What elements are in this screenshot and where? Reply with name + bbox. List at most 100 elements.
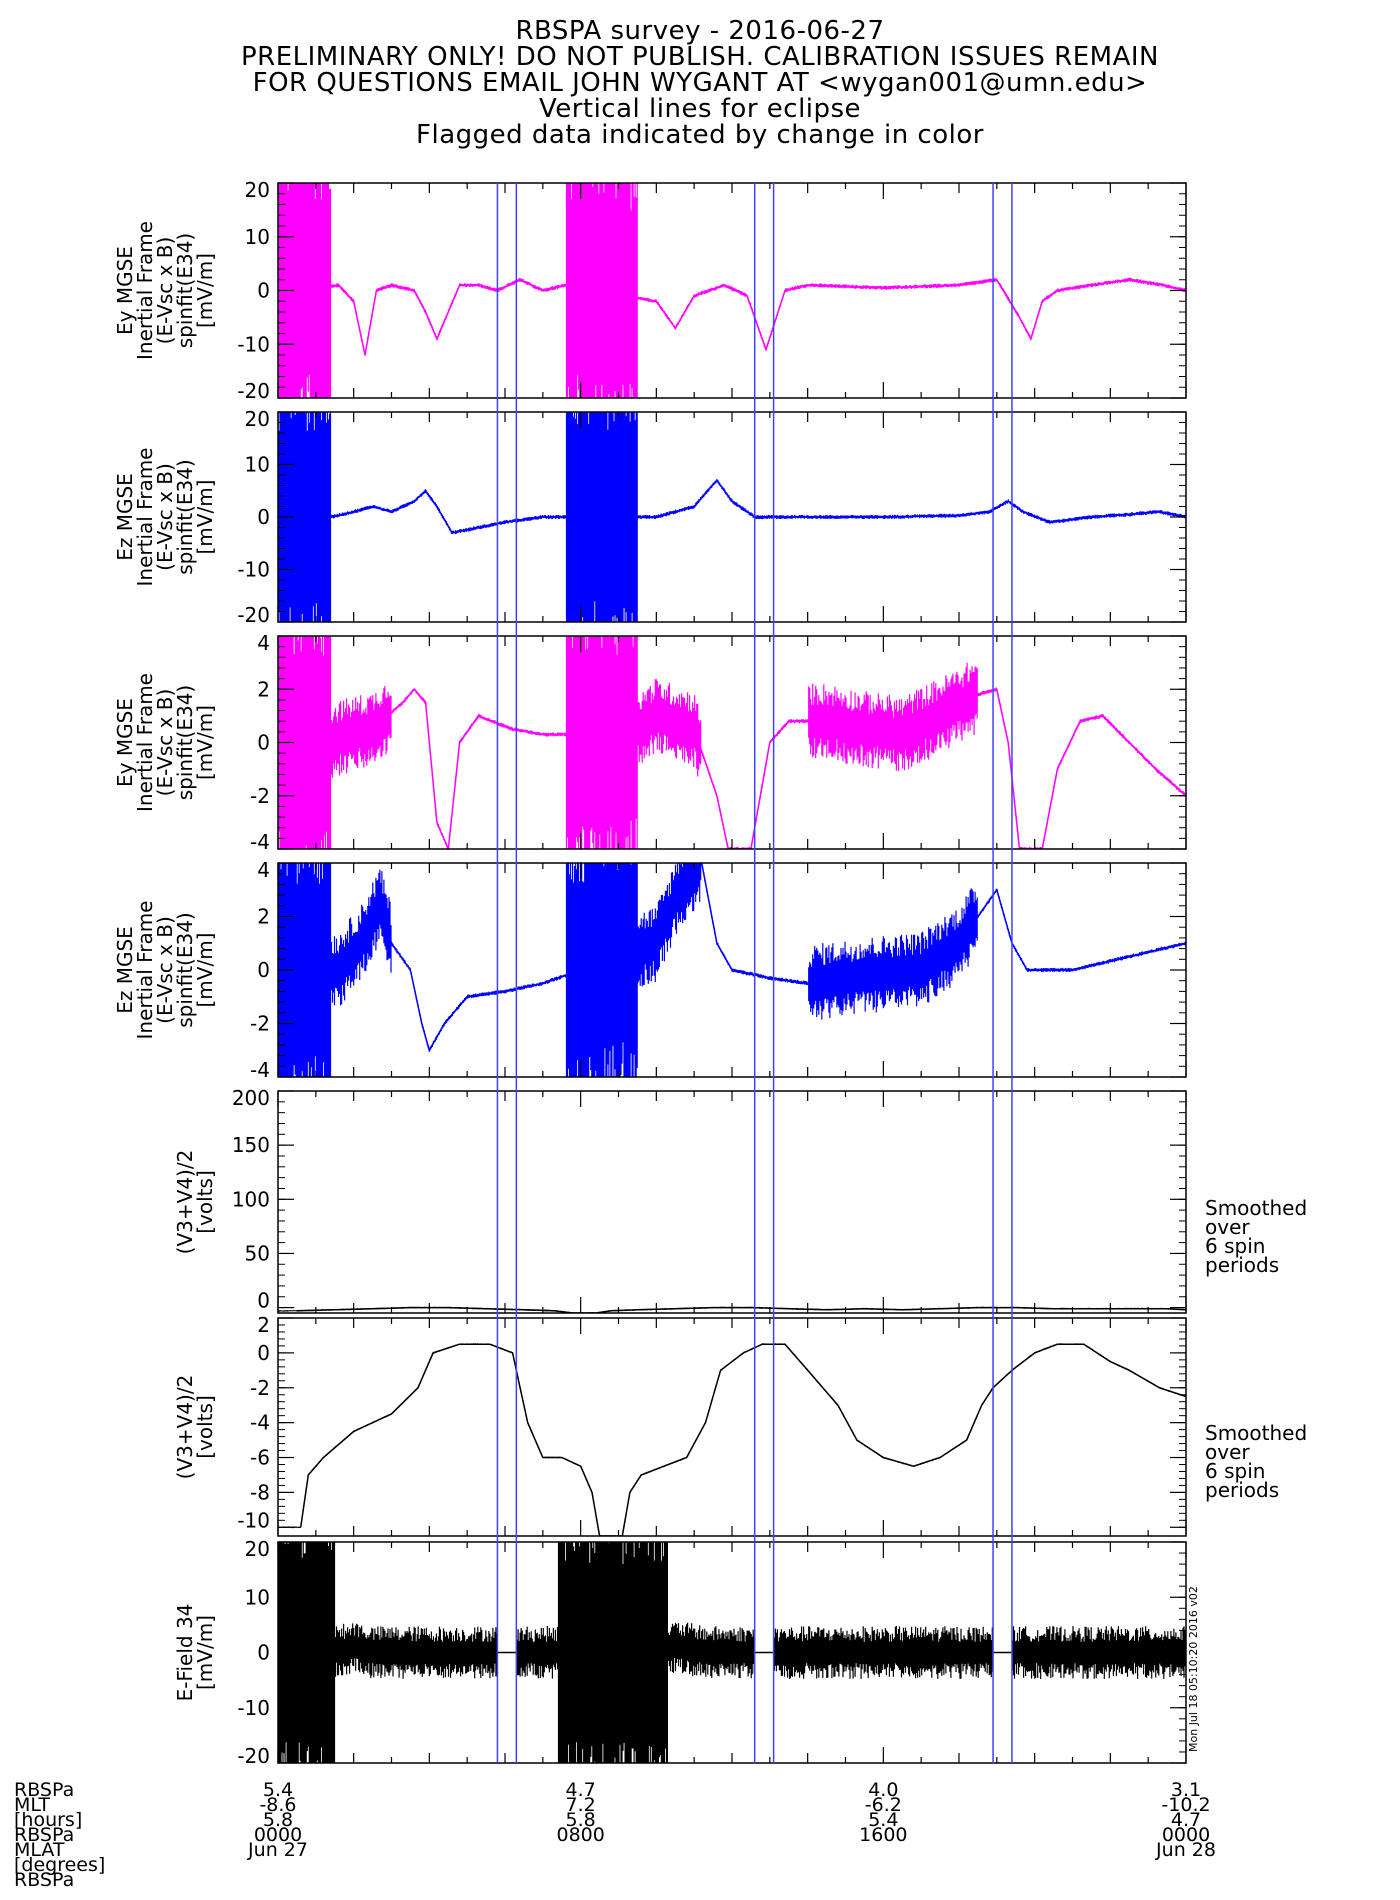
y-tick-label: 20: [245, 178, 270, 202]
series-trace: [278, 412, 1186, 622]
y-axis-label-line: [mV/m]: [193, 480, 217, 555]
series-line: [299, 1343, 1186, 1536]
bottom-axis-value: 1600: [859, 1824, 907, 1846]
bottom-row-label: MLT: [14, 1794, 50, 1816]
y-axis-label-line: Inertial Frame: [133, 673, 157, 812]
y-axis-label-line: [mV/m]: [193, 253, 217, 328]
y-axis-label-line: (E-Vsc x B): [153, 237, 177, 345]
figure-title: RBSPA survey - 2016-06-27 PRELIMINARY ON…: [0, 18, 1400, 148]
panel-e34: -20 -10 0 10 20 E-Field 34[mV/m]: [173, 1537, 1187, 1768]
y-axis-label-line: Inertial Frame: [133, 221, 157, 360]
series-trace: [278, 1343, 1186, 1536]
bottom-axis-value: -6.2: [865, 1794, 902, 1816]
y-axis-label-line: spinfit(E34): [173, 233, 197, 348]
y-axis-label-line: (E-Vsc x B): [153, 463, 177, 571]
y-axis-label-line: [volts]: [193, 1395, 217, 1459]
y-tick-label: -2: [250, 1376, 270, 1400]
bottom-axis-value: 4.7: [1171, 1809, 1201, 1831]
series-line: [278, 278, 1186, 356]
y-axis-label-line: (V3+V4)/2: [173, 1375, 197, 1480]
bottom-axis-value: Jun 28: [1155, 1839, 1216, 1861]
y-tick-label: -20: [237, 603, 270, 627]
annotation-line: periods: [1205, 1253, 1279, 1277]
y-tick-label: 2: [257, 1313, 270, 1337]
title-line-3: FOR QUESTIONS EMAIL JOHN WYGANT AT <wyga…: [252, 68, 1148, 98]
y-axis-label-line: Inertial Frame: [133, 901, 157, 1040]
title-line-5: Flagged data indicated by change in colo…: [416, 120, 984, 150]
bottom-axis-value: 5.8: [566, 1809, 596, 1831]
y-tick-label: 50: [245, 1241, 270, 1265]
bottom-axis-value: 0000: [254, 1824, 302, 1846]
bottom-axis-value: 4.7: [566, 1779, 596, 1801]
y-tick-label: -4: [250, 830, 270, 854]
y-tick-label: 0: [257, 1641, 270, 1665]
y-tick-label: 20: [245, 407, 270, 431]
title-line-4: Vertical lines for eclipse: [538, 94, 862, 124]
bottom-axis-value: 0800: [556, 1824, 604, 1846]
y-axis-label-line: E-Field 34: [173, 1604, 197, 1702]
y-tick-label: 2: [257, 905, 270, 929]
series-line: [278, 479, 1186, 534]
bottom-axis-value: 7.2: [566, 1794, 596, 1816]
title-line-2: PRELIMINARY ONLY! DO NOT PUBLISH. CALIBR…: [240, 42, 1160, 72]
annotation-line: Smoothed: [1205, 1421, 1307, 1445]
annotation-line: Smoothed: [1205, 1196, 1307, 1220]
bottom-row-label: RBSPa: [14, 1869, 74, 1891]
y-axis-label-line: spinfit(E34): [173, 685, 197, 800]
y-axis-label-line: [mV/m]: [193, 933, 217, 1008]
y-tick-label: 150: [232, 1133, 270, 1157]
y-tick-label: 10: [245, 453, 270, 477]
y-axis-label-line: (V3+V4)/2: [173, 1150, 197, 1255]
bottom-axis-value: 5.4: [263, 1779, 293, 1801]
panel-frame: [277, 1317, 1187, 1537]
y-tick-label: -6: [250, 1446, 270, 1470]
y-tick-label: -20: [237, 379, 270, 403]
y-tick-label: 2: [257, 677, 270, 701]
y-tick-label: 0: [257, 505, 270, 529]
y-tick-label: 0: [257, 731, 270, 755]
y-tick-label: 200: [232, 1086, 270, 1110]
y-tick-label: 10: [245, 225, 270, 249]
y-tick-label: -10: [237, 1508, 270, 1532]
series-line: [296, 1306, 1186, 1313]
annotation-line: over: [1205, 1215, 1250, 1239]
bottom-axis-value: -8.6: [259, 1794, 296, 1816]
bottom-row-label: [hours]: [14, 1809, 82, 1831]
annotation-line: periods: [1205, 1478, 1279, 1502]
y-axis-label-line: [mV/m]: [193, 705, 217, 780]
y-tick-label: 10: [245, 1585, 270, 1609]
bottom-row-label: MLAT: [14, 1839, 65, 1861]
y-tick-label: -2: [250, 784, 270, 808]
bottom-row-label: RBSPa: [14, 1824, 74, 1846]
series-line: [278, 1646, 1186, 1654]
y-tick-label: -2: [250, 1012, 270, 1036]
y-axis-label-line: Ez MGSE: [113, 473, 137, 561]
y-tick-label: -10: [237, 558, 270, 582]
bottom-row-label: [degrees]: [14, 1854, 105, 1876]
annotation-line: over: [1205, 1440, 1250, 1464]
y-tick-label: 0: [257, 279, 270, 303]
y-tick-label: -4: [250, 1058, 270, 1082]
y-axis-label-line: spinfit(E34): [173, 912, 197, 1027]
y-tick-label: 0: [257, 958, 270, 982]
bottom-axis-value: 3.1: [1171, 1779, 1201, 1801]
y-tick-label: -20: [237, 1744, 270, 1768]
timestamp-stamp: Mon Jul 18 05:10:20 2016 v02: [1187, 1586, 1200, 1752]
y-tick-label: 4: [257, 858, 270, 882]
panel-vsc_wide: 0 50 100 150 200 (V3+V4)/2[volts] Smoothedover…: [173, 1086, 1307, 1314]
panel-frame: [277, 1090, 1187, 1314]
bottom-axis-value: 5.8: [263, 1809, 293, 1831]
y-tick-label: -4: [250, 1411, 270, 1435]
y-axis-label-line: Ey MGSE: [113, 246, 137, 335]
bottom-axis-value: Jun 27: [247, 1839, 308, 1861]
y-axis-label-line: Ez MGSE: [113, 926, 137, 1014]
panel-frame: [277, 635, 1187, 850]
series-line: [278, 863, 1186, 1053]
y-axis-label-line: [mV/m]: [193, 1615, 217, 1690]
y-axis-label-line: spinfit(E34): [173, 459, 197, 574]
